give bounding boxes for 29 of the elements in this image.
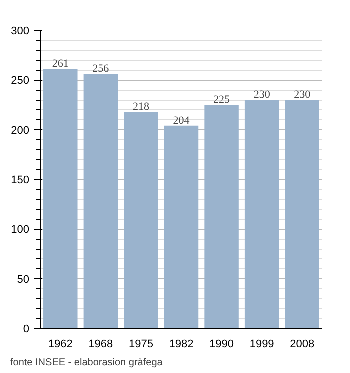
y-tick-label: 0 — [23, 324, 30, 336]
y-tick-label: 300 — [11, 26, 30, 38]
data-label: 230 — [254, 89, 271, 102]
x-tick-label: 1999 — [250, 338, 274, 350]
x-tick-label: 2008 — [290, 338, 315, 350]
x-tick-label: 1975 — [128, 338, 154, 350]
bar — [164, 126, 199, 328]
data-label: 225 — [214, 94, 231, 106]
bar — [44, 69, 78, 328]
data-label: 230 — [294, 89, 312, 102]
bar — [124, 112, 158, 328]
x-tick-label: 1962 — [48, 338, 73, 350]
data-label: 218 — [132, 100, 150, 113]
source-note: fonte INSEE - elaborasion gràfega — [10, 358, 164, 368]
y-tick-label: 200 — [11, 124, 30, 137]
data-label: 261 — [52, 58, 69, 70]
bar — [244, 100, 280, 328]
bar — [204, 105, 239, 328]
y-tick-label: 250 — [11, 75, 30, 88]
data-label: 256 — [92, 63, 110, 76]
data-label: 204 — [173, 114, 190, 127]
y-tick-label: 150 — [11, 174, 30, 186]
y-tick-label: 100 — [11, 224, 30, 236]
bar — [285, 100, 320, 328]
y-tick-label: 50 — [17, 274, 30, 286]
x-tick-label: 1968 — [88, 338, 114, 350]
bar — [84, 74, 118, 328]
x-tick-label: 1982 — [169, 338, 194, 350]
x-tick-label: 1990 — [210, 338, 234, 350]
